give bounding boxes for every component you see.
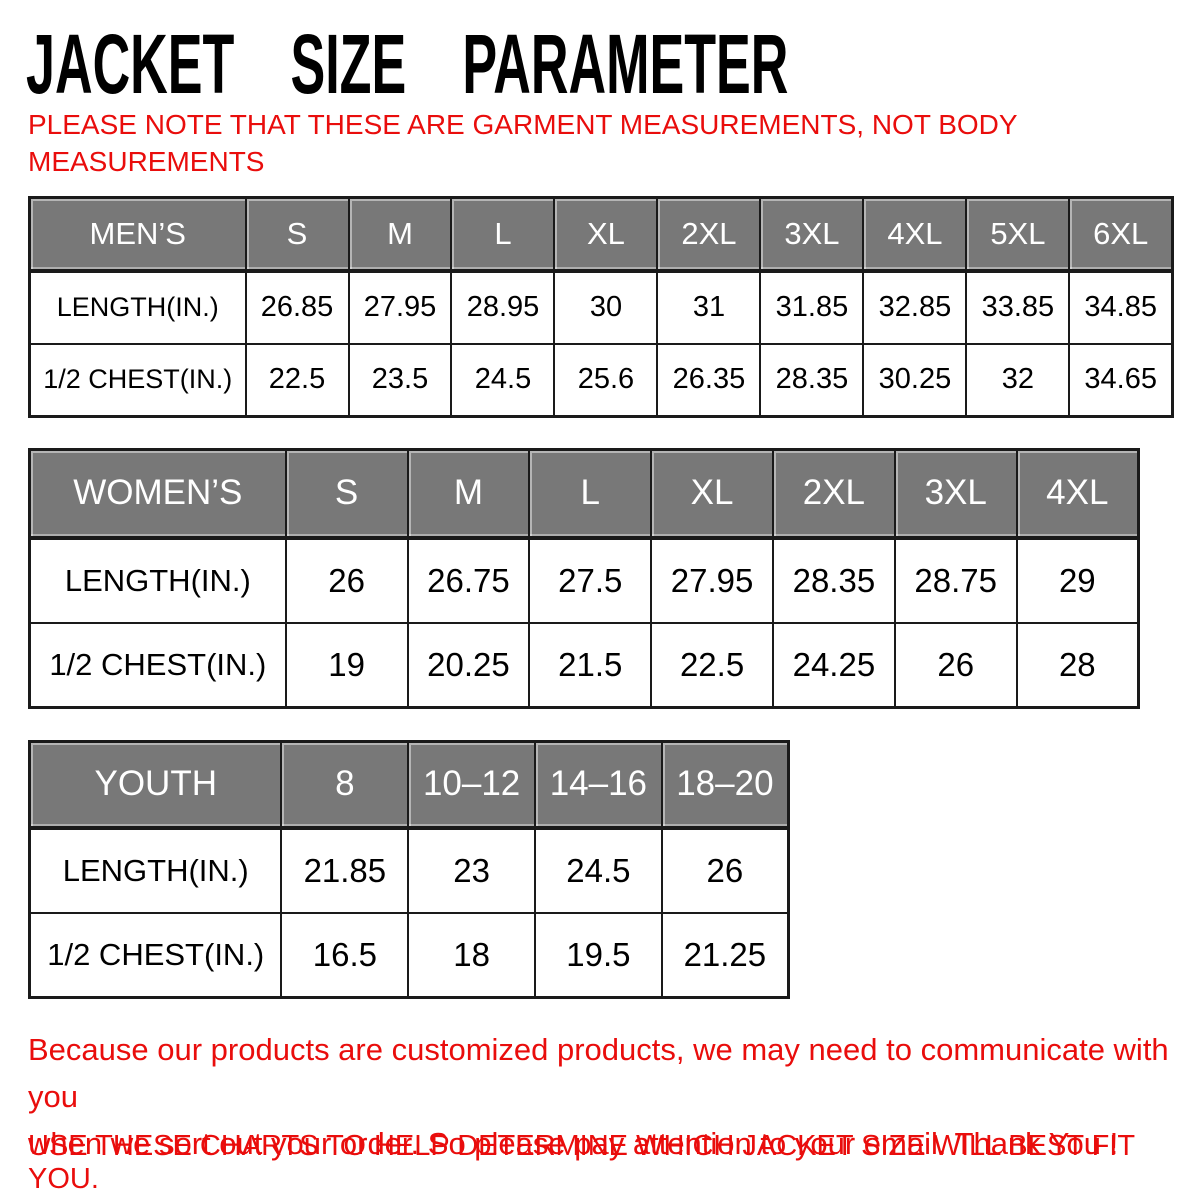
size-header-cell: L — [450, 196, 556, 273]
text-line: MEASUREMENTS — [28, 146, 265, 178]
size-header-cell: 14–16 — [533, 740, 663, 830]
measurement-value-cell: 34.65 — [1068, 342, 1174, 418]
measurement-value-cell: 30 — [553, 269, 659, 345]
size-header-cell: 2XL — [656, 196, 762, 273]
measurement-value-cell: 26 — [660, 826, 790, 914]
measurement-value-cell: 25.6 — [553, 342, 659, 418]
size-header-cell: M — [347, 196, 453, 273]
measurement-value-cell: 16.5 — [280, 911, 410, 999]
measurement-value-cell: 26.85 — [244, 269, 350, 345]
row-label-cell: LENGTH(IN.) — [28, 269, 247, 345]
measurement-value-cell: 32 — [965, 342, 1071, 418]
text-line: PLEASE NOTE THAT THESE ARE GARMENT MEASU… — [28, 109, 1018, 140]
measurement-value-cell: 21.85 — [280, 826, 410, 914]
size-header-cell: L — [528, 448, 653, 540]
measurement-value-cell: 26 — [893, 621, 1018, 709]
measurement-value-cell: 28.35 — [759, 342, 865, 418]
womens-group-header-cell: WOMEN’S — [28, 448, 287, 540]
measurement-row: LENGTH(IN.) 26.85 27.95 28.95 30 31 31.85 32.85… — [28, 269, 1174, 345]
measurement-value-cell: 26.35 — [656, 342, 762, 418]
size-header-cell: XL — [553, 196, 659, 273]
measurement-row: LENGTH(IN.) 26 26.75 27.5 27.95 28.35 28.75 29 — [28, 536, 1140, 624]
measurement-value-cell: 23.5 — [347, 342, 453, 418]
measurement-value-cell: 23 — [407, 826, 536, 914]
measurement-row: 1/2 CHEST(IN.) 19 20.25 21.5 22.5 24.25 26 28 — [28, 621, 1140, 709]
customization-notice: Because our products are customized prod… — [28, 1026, 1200, 1167]
measurement-value-cell: 18 — [407, 911, 536, 999]
measurement-value-cell: 19.5 — [533, 911, 663, 999]
size-header-cell: 3XL — [893, 448, 1018, 540]
size-header-cell: S — [284, 448, 409, 540]
size-header-cell: 3XL — [759, 196, 865, 273]
measurement-value-cell: 28.35 — [771, 536, 896, 624]
measurement-value-cell: 21.5 — [528, 621, 653, 709]
youth-table: YOUTH 8 10–12 14–16 18–20 LENGTH(IN.) 21.85 23 2… — [28, 740, 790, 999]
measurement-value-cell: 27.95 — [347, 269, 453, 345]
measurement-value-cell: 20.25 — [406, 621, 531, 709]
text-line: Because our products are customized prod… — [28, 1032, 1169, 1115]
measurement-value-cell: 29 — [1015, 536, 1140, 624]
measurement-value-cell: 28 — [1015, 621, 1140, 709]
size-header-cell: 2XL — [771, 448, 896, 540]
size-header-cell: 5XL — [965, 196, 1071, 273]
measurement-value-cell: 30.25 — [862, 342, 968, 418]
row-label-cell: LENGTH(IN.) — [28, 536, 287, 624]
row-label-cell: 1/2 CHEST(IN.) — [28, 342, 247, 418]
measurement-value-cell: 31 — [656, 269, 762, 345]
measurement-row: 1/2 CHEST(IN.) 16.5 18 19.5 21.25 — [28, 911, 790, 999]
measurement-value-cell: 21.25 — [660, 911, 790, 999]
measurement-row: 1/2 CHEST(IN.) 22.5 23.5 24.5 25.6 26.35 28.35… — [28, 342, 1174, 418]
measurement-value-cell: 31.85 — [759, 269, 865, 345]
measurement-value-cell: 34.85 — [1068, 269, 1174, 345]
size-header-cell: 4XL — [1015, 448, 1140, 540]
measurement-value-cell: 28.95 — [450, 269, 556, 345]
size-header-cell: XL — [650, 448, 774, 540]
mens-group-header-cell: MEN’S — [28, 196, 247, 273]
measurement-value-cell: 24.5 — [533, 826, 663, 914]
size-header-cell: M — [406, 448, 531, 540]
page-title: JACKET SIZE PARAMETER — [26, 17, 789, 111]
row-label-cell: LENGTH(IN.) — [28, 826, 283, 914]
womens-table: WOMEN’S S M L XL 2XL 3XL 4XL LENGTH(IN.) 26 26.75 2… — [28, 448, 1140, 709]
measurement-value-cell: 24.5 — [450, 342, 556, 418]
size-header-cell: 8 — [280, 740, 410, 830]
measurement-value-cell: 28.75 — [893, 536, 1018, 624]
measurement-value-cell: 22.5 — [244, 342, 350, 418]
measurement-value-cell: 22.5 — [650, 621, 774, 709]
measurement-value-cell: 27.5 — [528, 536, 653, 624]
measurement-value-cell: 24.25 — [771, 621, 896, 709]
garment-measurement-note: PLEASE NOTE THAT THESE ARE GARMENT MEASU… — [28, 106, 1018, 180]
size-header-cell: 10–12 — [407, 740, 536, 830]
measurement-value-cell: 26 — [284, 536, 409, 624]
youth-group-header-cell: YOUTH — [28, 740, 283, 830]
size-header-cell: 6XL — [1068, 196, 1174, 273]
measurement-value-cell: 26.75 — [406, 536, 531, 624]
measurement-value-cell: 32.85 — [862, 269, 968, 345]
size-header-cell: 18–20 — [660, 740, 790, 830]
measurement-row: LENGTH(IN.) 21.85 23 24.5 26 — [28, 826, 790, 914]
size-header-cell: 4XL — [862, 196, 968, 273]
mens-table: MEN’S S M L XL 2XL 3XL 4XL 5XL 6XL LENGTH(IN.) 26.8… — [28, 196, 1174, 418]
measurement-value-cell: 33.85 — [965, 269, 1071, 345]
size-header-cell: S — [244, 196, 350, 273]
measurement-value-cell: 27.95 — [650, 536, 774, 624]
measurement-value-cell: 19 — [284, 621, 409, 709]
chart-usage-note: USE THESE CHARTS TO HELP DETERMINE WHICH… — [28, 1130, 1135, 1195]
text-line: when we sort out your order. So please p… — [28, 1126, 1119, 1162]
row-label-cell: 1/2 CHEST(IN.) — [28, 621, 287, 709]
row-label-cell: 1/2 CHEST(IN.) — [28, 911, 283, 999]
